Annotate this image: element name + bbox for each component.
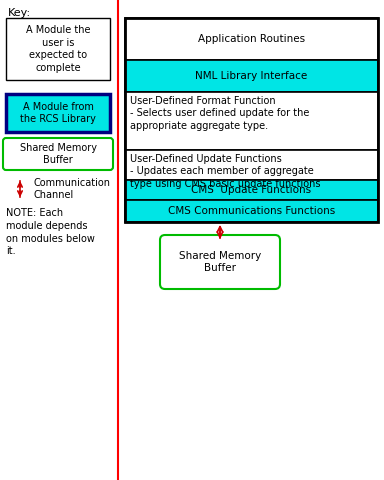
- Text: NOTE: Each
module depends
on modules below
it.: NOTE: Each module depends on modules bel…: [6, 208, 95, 256]
- Bar: [6, 94, 110, 132]
- Text: Shared Memory
Buffer: Shared Memory Buffer: [179, 251, 261, 274]
- Text: Shared Memory
Buffer: Shared Memory Buffer: [20, 143, 96, 166]
- Text: A Module the
user is
expected to
complete: A Module the user is expected to complet…: [26, 25, 90, 73]
- Text: CMS  Update Functions: CMS Update Functions: [192, 185, 311, 195]
- FancyBboxPatch shape: [160, 235, 280, 289]
- Text: CMS Communications Functions: CMS Communications Functions: [168, 206, 335, 216]
- Bar: [125, 92, 378, 150]
- Bar: [125, 18, 378, 222]
- Bar: [125, 150, 378, 180]
- Text: A Module from
the RCS Library: A Module from the RCS Library: [20, 102, 96, 124]
- Bar: [125, 60, 378, 92]
- Text: Communication
Channel: Communication Channel: [34, 178, 111, 201]
- Text: Application Routines: Application Routines: [198, 34, 305, 44]
- Bar: [125, 200, 378, 222]
- Bar: [125, 18, 378, 60]
- Text: NML Library Interface: NML Library Interface: [195, 71, 308, 81]
- Text: User-Defined Update Functions
- Updates each member of aggregate
type using CMS : User-Defined Update Functions - Updates …: [130, 154, 321, 189]
- Text: User-Defined Format Function
- Selects user defined update for the
appropriate a: User-Defined Format Function - Selects u…: [130, 96, 310, 131]
- Bar: [6, 18, 110, 80]
- Bar: [125, 180, 378, 200]
- FancyBboxPatch shape: [3, 138, 113, 170]
- Text: Key:: Key:: [8, 8, 31, 18]
